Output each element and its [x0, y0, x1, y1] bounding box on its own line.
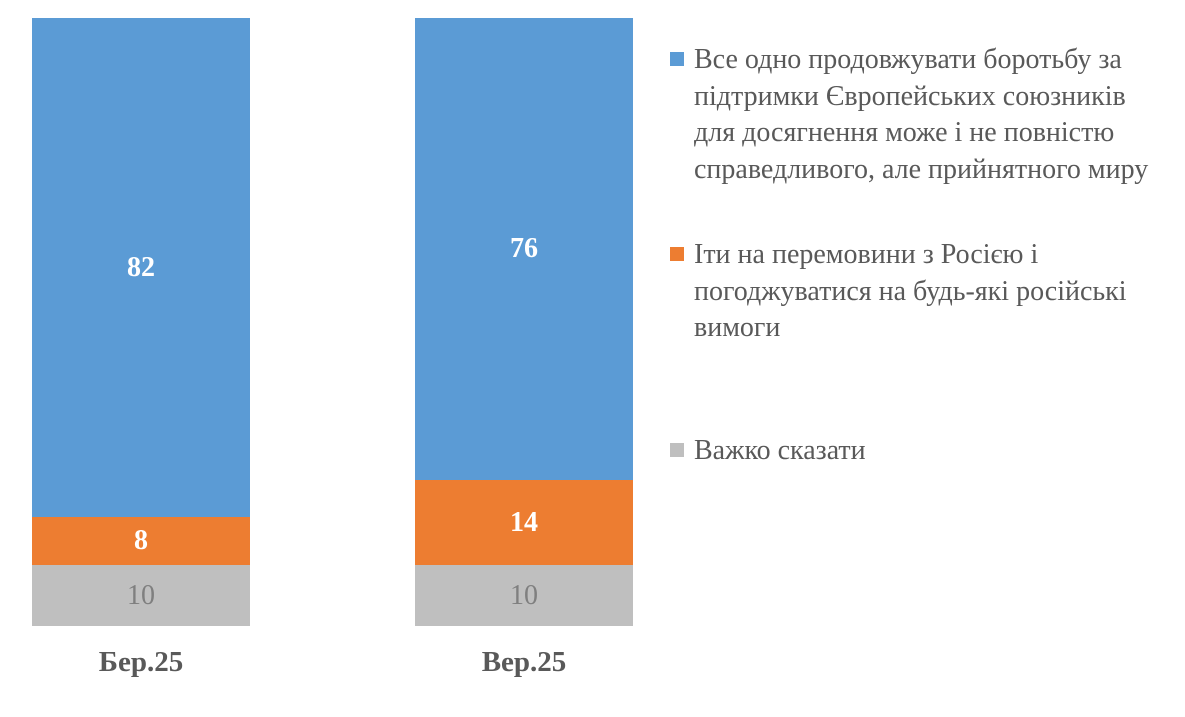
- legend-label: Важко сказати: [694, 435, 866, 466]
- segment-hard-to-say: 10: [32, 565, 250, 626]
- legend-swatch-icon: [670, 247, 684, 261]
- bar-ver25: 76 14 10: [415, 18, 633, 626]
- legend-label: Іти на перемовини з Росією і погоджувати…: [694, 239, 1127, 343]
- legend-swatch-icon: [670, 443, 684, 457]
- segment-continue-fight: 76: [415, 18, 633, 480]
- category-label: Бер.25: [98, 646, 184, 678]
- bar-bep25: 82 8 10: [32, 18, 250, 626]
- segment-continue-fight: 82: [32, 18, 250, 517]
- segment-hard-to-say: 10: [415, 565, 633, 626]
- category-label: Вер.25: [481, 646, 567, 678]
- legend-swatch-icon: [670, 52, 684, 66]
- legend-label: Все одно продовжувати боротьбу за підтри…: [694, 44, 1149, 185]
- legend-item-continue-fight: Все одно продовжувати боротьбу за підтри…: [670, 42, 1164, 188]
- segment-negotiate: 8: [32, 517, 250, 565]
- legend-item-negotiate: Іти на перемовини з Росією і погоджувати…: [670, 237, 1164, 347]
- legend-item-hard-to-say: Важко сказати: [670, 433, 1164, 470]
- segment-negotiate: 14: [415, 480, 633, 565]
